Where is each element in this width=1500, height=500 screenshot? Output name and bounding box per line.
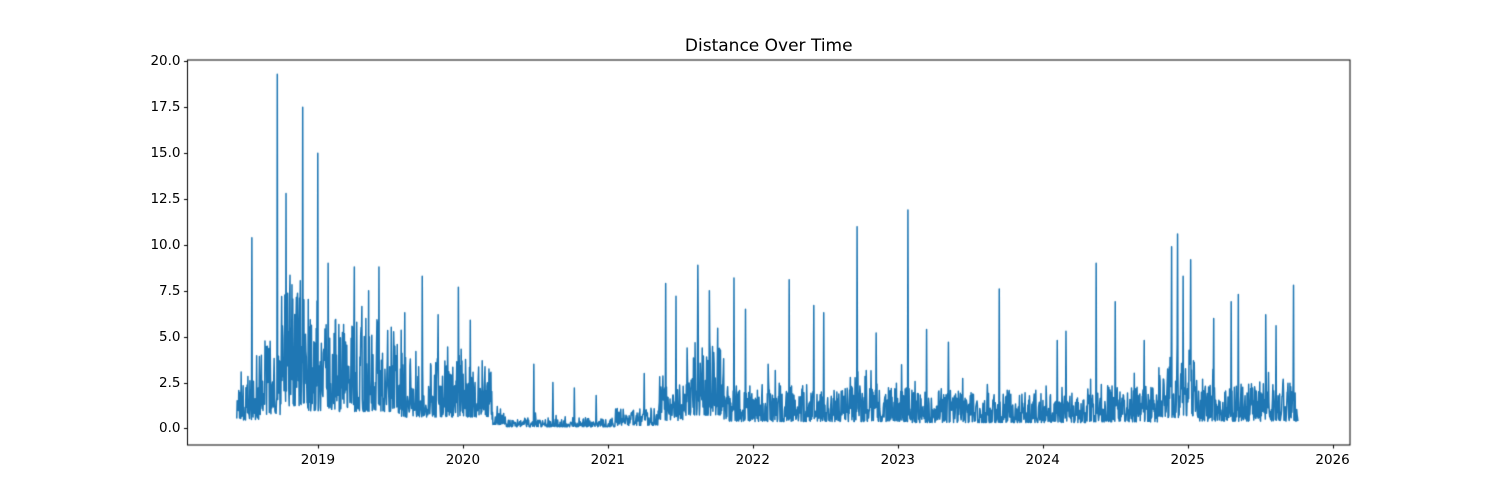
chart-title: Distance Over Time [684,36,853,56]
y-tick-label: 17.5 [150,99,181,116]
x-tick-label: 2024 [1025,452,1060,468]
x-tick-label: 2026 [1315,452,1350,468]
x-tick-label: 2025 [1170,452,1205,468]
y-tick-label: 0.0 [159,420,181,437]
y-tick-label: 10.0 [150,236,181,253]
y-tick-label: 7.5 [159,282,181,299]
x-tick-label: 2020 [445,452,481,468]
y-tick-label: 5.0 [159,328,181,345]
y-tick-label: 12.5 [150,191,181,208]
x-tick-label: 2023 [880,452,915,468]
x-tick-label: 2019 [300,452,336,468]
x-tick-label: 2022 [735,452,770,468]
x-tick-label: 2021 [590,452,626,468]
y-tick-label: 15.0 [150,145,181,162]
y-tick-label: 20.0 [150,53,181,70]
y-tick-label: 2.5 [159,374,181,391]
